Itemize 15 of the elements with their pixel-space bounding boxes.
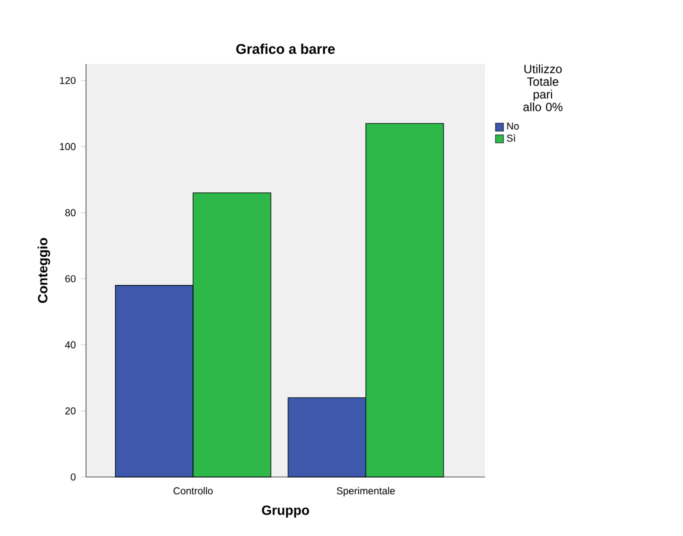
y-tick-label: 0 — [70, 473, 76, 481]
chart-title: Grafico a barre — [236, 44, 335, 54]
legend-title: Utilizzo Totale pari allo 0% — [523, 64, 562, 112]
x-axis-title: Gruppo — [262, 506, 310, 518]
y-axis-title: Conteggio — [38, 238, 50, 303]
y-tick-label: 40 — [65, 341, 76, 348]
y-tick-label: 120 — [60, 76, 76, 84]
x-tick-label: Controllo — [174, 487, 213, 494]
y-tick-label: 100 — [60, 143, 76, 150]
y-tick-label: 60 — [65, 275, 76, 282]
x-tick-label: Sperimentale — [336, 487, 395, 496]
y-tick-label: 80 — [65, 209, 76, 216]
y-tick-label: 20 — [65, 407, 76, 414]
legend-label: No — [507, 122, 519, 130]
legend-label: Sì — [506, 134, 516, 142]
